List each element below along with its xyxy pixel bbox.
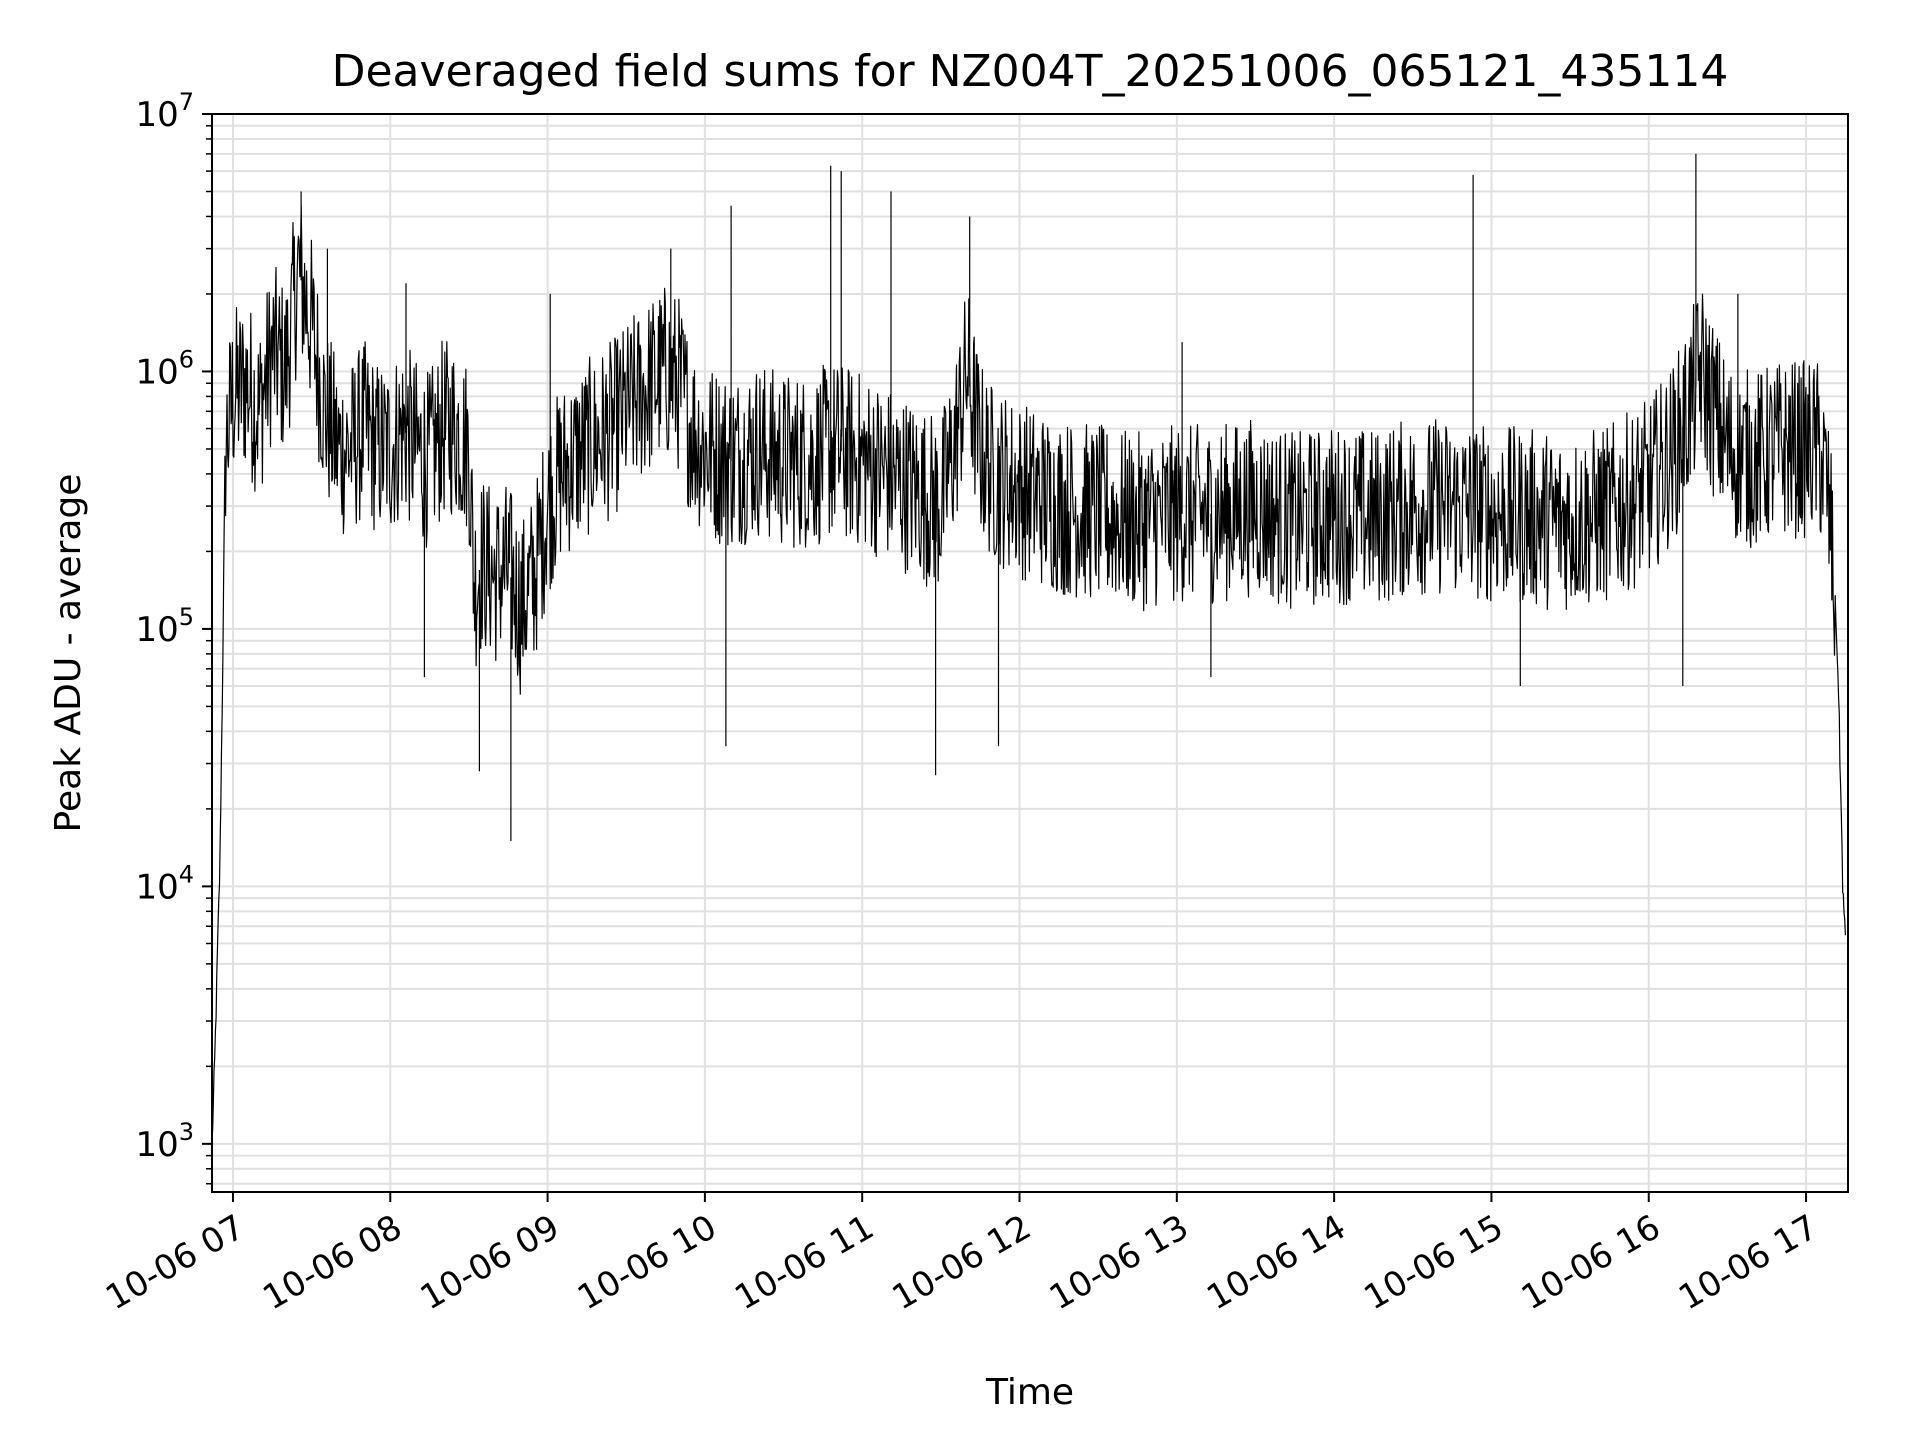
y-tick-label: 104 — [135, 860, 194, 907]
y-tick-label: 106 — [135, 345, 194, 392]
series-line — [211, 153, 1846, 1140]
x-axis-label: Time — [985, 1372, 1074, 1413]
plot-frame — [211, 113, 1849, 1193]
y-tick-label: 103 — [135, 1118, 194, 1165]
y-tick-label: 107 — [135, 88, 194, 135]
chart-title: Deaveraged field sums for NZ004T_2025100… — [332, 46, 1729, 97]
y-tick-label: 105 — [135, 603, 194, 650]
data-line-layer — [211, 153, 1846, 1140]
y-axis-label: Peak ADU - average — [48, 474, 89, 833]
